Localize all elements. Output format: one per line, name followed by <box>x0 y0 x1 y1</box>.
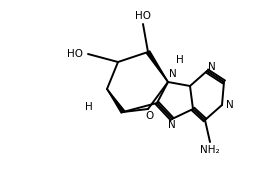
Polygon shape <box>146 51 168 82</box>
Text: HO: HO <box>135 11 151 21</box>
Text: N: N <box>169 69 177 79</box>
Text: HO: HO <box>67 49 83 59</box>
Text: N: N <box>168 120 176 130</box>
Text: NH₂: NH₂ <box>200 145 220 155</box>
Text: N: N <box>226 100 234 110</box>
Text: H: H <box>85 102 93 112</box>
Text: N: N <box>208 62 216 72</box>
Text: O: O <box>146 111 154 121</box>
Text: H: H <box>176 55 184 65</box>
Polygon shape <box>107 89 125 113</box>
